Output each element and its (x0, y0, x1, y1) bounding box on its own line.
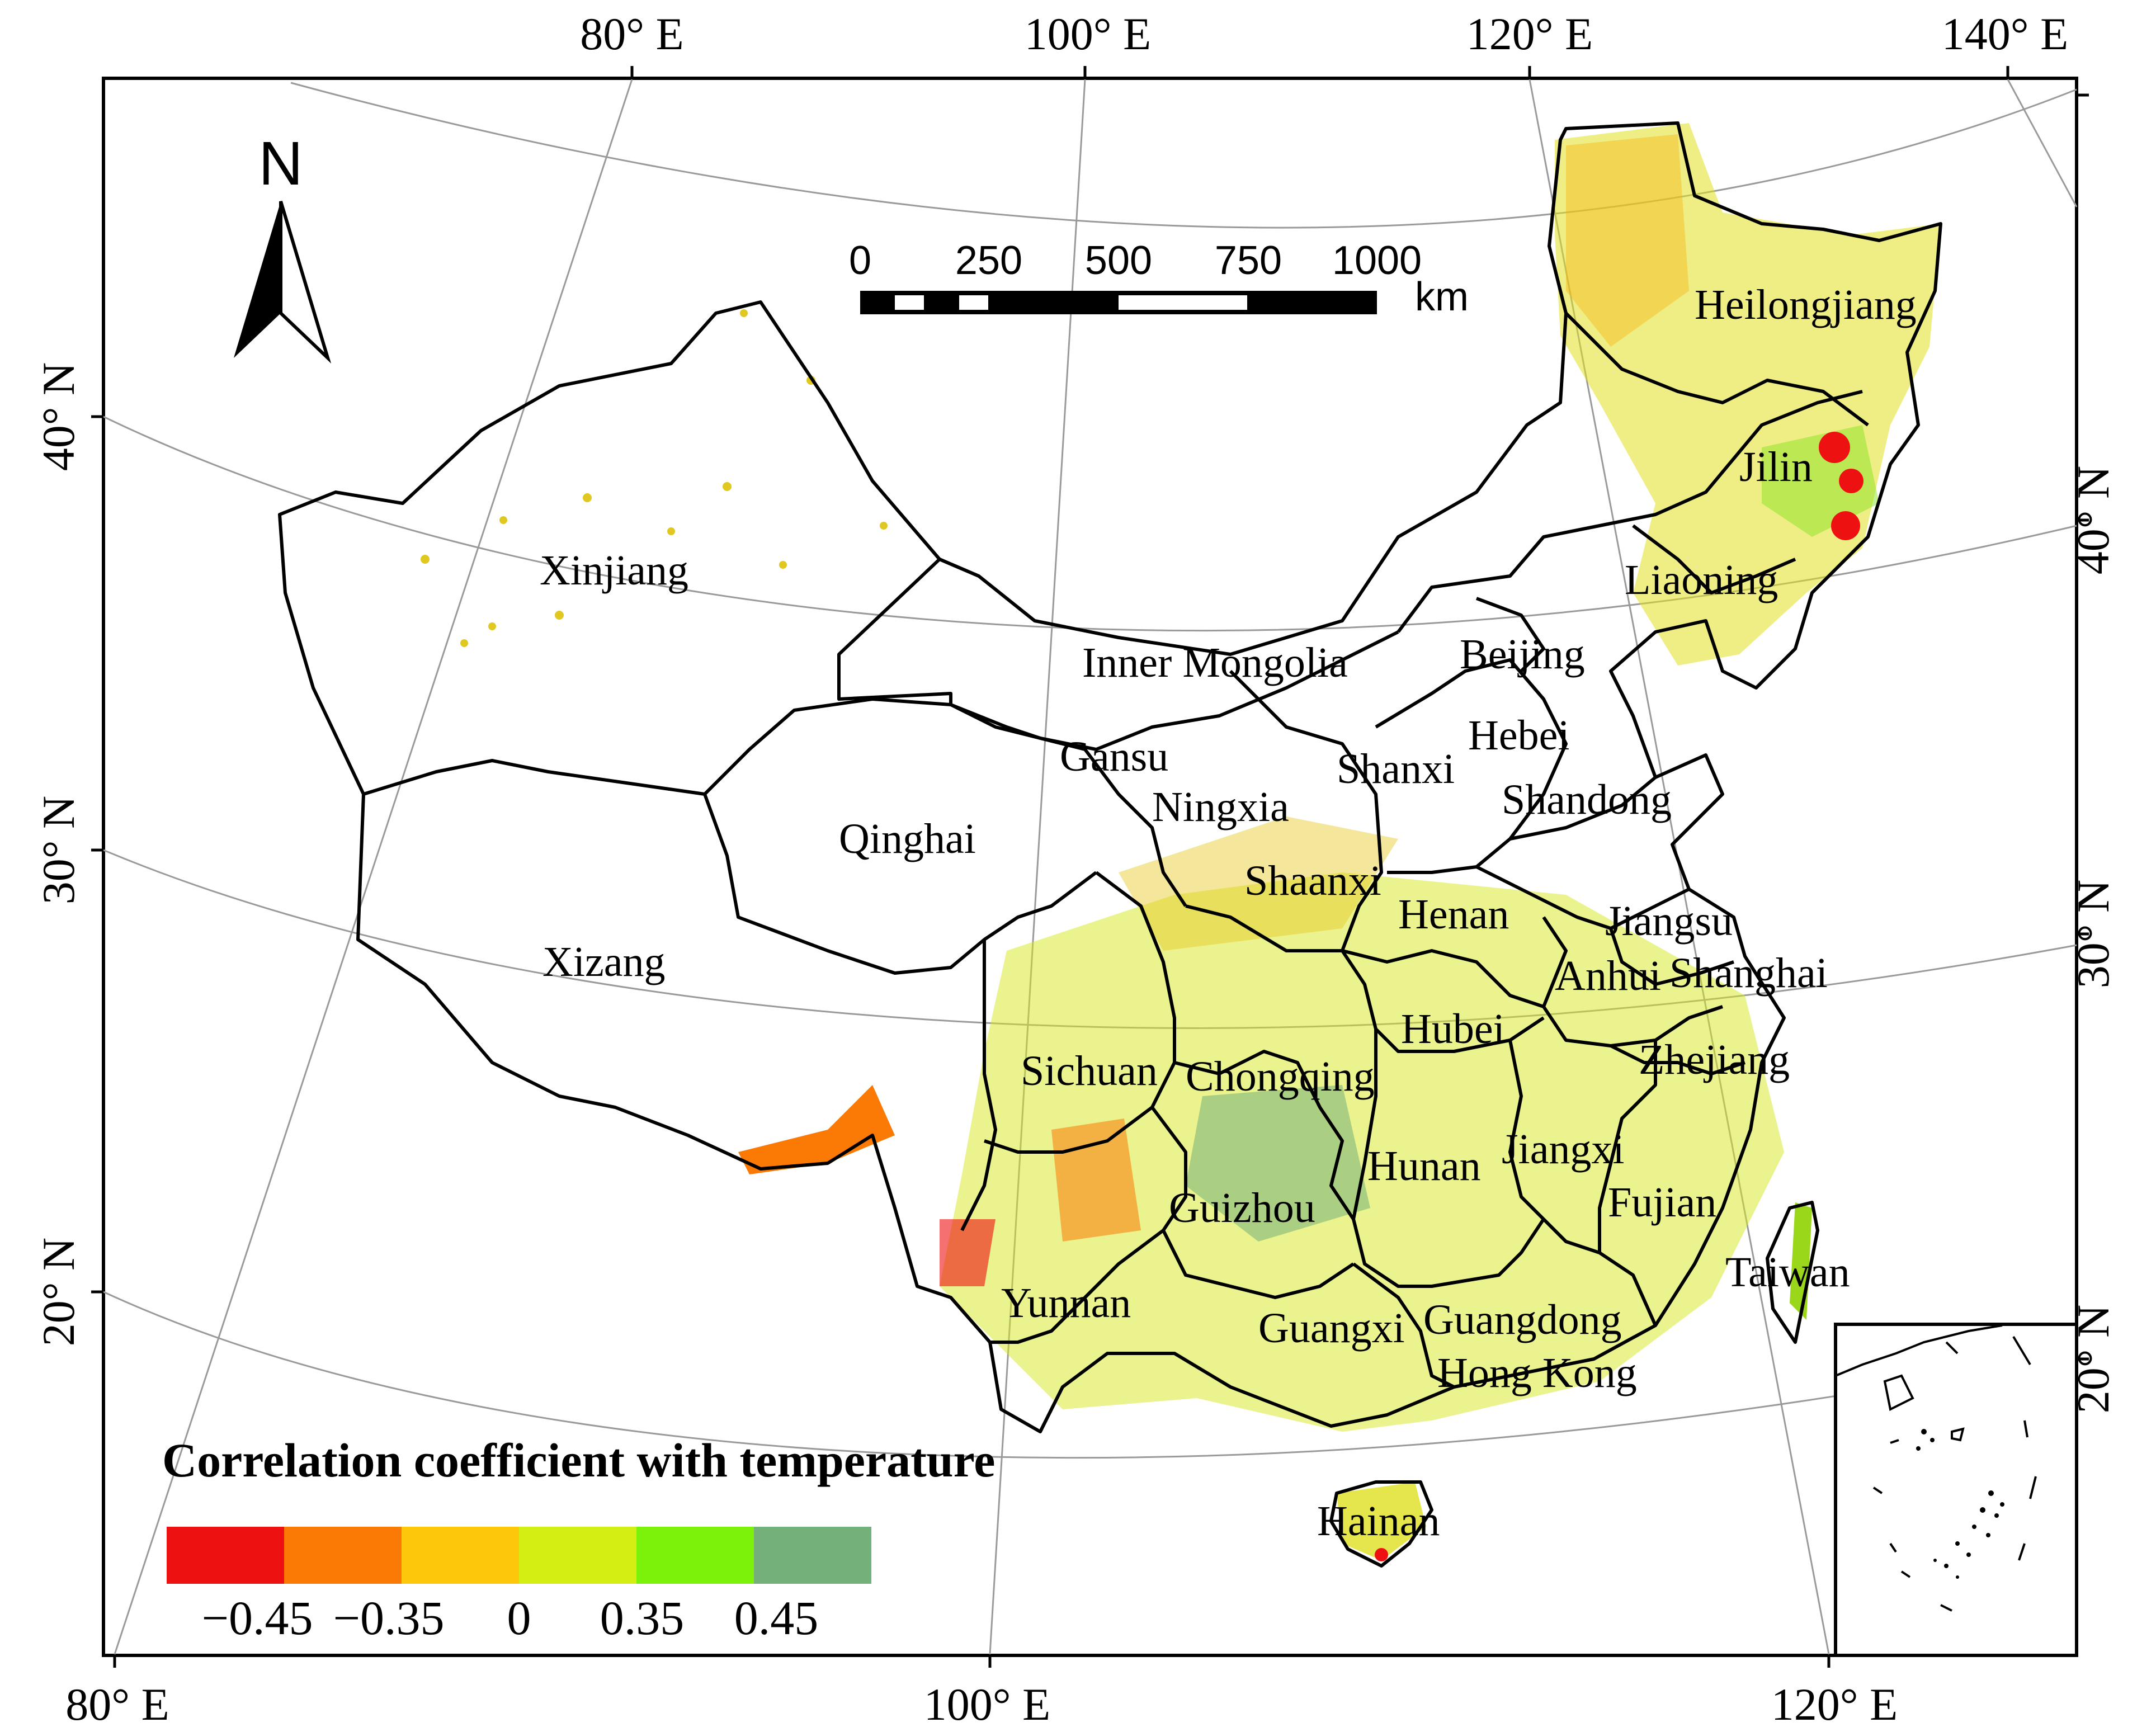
province-label-jilin: Jilin (1739, 443, 1813, 490)
legend-swatch-4 (519, 1527, 636, 1584)
province-label-xizang: Xizang (542, 938, 665, 985)
legend-tick-neg035: −0.35 (333, 1591, 444, 1645)
legend-tick-045: 0.45 (734, 1591, 819, 1645)
province-boundaries (278, 121, 1942, 1568)
legend: Correlation coefficient with temperature… (162, 1433, 995, 1645)
north-arrow-icon: N (234, 129, 332, 364)
lat-label-left-40: 40° N (33, 362, 84, 471)
province-label-qinghai: Qinghai (839, 815, 976, 862)
province-label-yunnan: Yunnan (1001, 1280, 1131, 1327)
lon-label-top-120: 120° E (1466, 8, 1593, 59)
legend-color-ramp (167, 1527, 871, 1584)
province-label-anhui: Anhui (1555, 952, 1661, 999)
province-label-hebei: Hebei (1468, 712, 1569, 759)
province-label-heilongjiang: Heilongjiang (1695, 281, 1917, 328)
longitude-labels-top: 80° E 100° E 120° E 140° E (580, 8, 2068, 59)
map-frame-border (102, 77, 2078, 1657)
province-label-hainan: Hainan (1317, 1498, 1440, 1545)
north-arrow-label: N (258, 129, 303, 198)
province-label-hubei: Hubei (1401, 1006, 1505, 1053)
frame-ticks (91, 66, 2089, 1668)
lon-label-top-80: 80° E (580, 8, 683, 59)
lon-label-bottom-80: 80° E (65, 1679, 169, 1730)
province-label-shandong: Shandong (1502, 776, 1672, 823)
scale-unit: km (1415, 275, 1469, 319)
lat-label-left-30: 30° N (33, 796, 84, 905)
province-label-guizhou: Guizhou (1169, 1184, 1315, 1231)
province-label-sichuan: Sichuan (1021, 1047, 1158, 1094)
legend-tick-neg045: −0.45 (201, 1591, 313, 1645)
longitude-labels-bottom: 80° E 100° E 120° E (65, 1679, 1898, 1730)
province-label-guangxi: Guangxi (1258, 1305, 1405, 1352)
province-label-gansu: Gansu (1060, 733, 1168, 780)
lon-label-bottom-100: 100° E (924, 1679, 1050, 1730)
province-label-henan: Henan (1398, 891, 1509, 938)
scale-tick-250: 250 (955, 238, 1022, 283)
lon-label-top-140: 140° E (1942, 8, 2068, 59)
province-label-shanghai: Shanghai (1669, 950, 1828, 997)
province-label-guangdong: Guangdong (1423, 1296, 1622, 1343)
lat-label-left-20: 20° N (33, 1238, 84, 1347)
legend-tick-035: 0.35 (600, 1591, 685, 1645)
province-label-ningxia: Ningxia (1152, 784, 1289, 830)
province-label-liaoning: Liaoning (1625, 556, 1778, 603)
province-label-zhejiang: Zhejiang (1639, 1036, 1790, 1083)
scale-bar: 0 250 500 750 1000 km (849, 238, 1469, 319)
legend-swatch-6 (754, 1527, 871, 1584)
province-label-chongqing: Chongqing (1186, 1053, 1375, 1100)
province-label-shanxi: Shanxi (1337, 745, 1455, 792)
south-china-sea-inset (1834, 1323, 2078, 1657)
province-label-xinjiang: Xinjiang (540, 547, 688, 594)
scale-tick-750: 750 (1215, 238, 1282, 283)
province-label-hong-kong: Hong Kong (1437, 1349, 1637, 1396)
legend-swatch-1 (167, 1527, 284, 1584)
lat-label-right-40: 40° N (2068, 466, 2119, 575)
lat-label-right-30: 30° N (2068, 880, 2119, 989)
latitude-labels-left: 40° N 30° N 20° N (33, 362, 84, 1347)
scale-tick-1000: 1000 (1332, 238, 1422, 283)
legend-swatch-5 (636, 1527, 754, 1584)
legend-swatch-2 (284, 1527, 402, 1584)
lon-label-bottom-120: 120° E (1771, 1679, 1898, 1730)
province-labels: Heilongjiang Jilin Liaoning Xinjiang Inn… (540, 281, 1917, 1545)
scale-tick-500: 500 (1085, 238, 1152, 283)
legend-tick-0: 0 (507, 1591, 531, 1645)
province-label-taiwan: Taiwan (1725, 1249, 1850, 1296)
data-raster (421, 123, 1941, 1561)
province-label-shaanxi: Shaanxi (1244, 857, 1381, 904)
province-label-jiangxi: Jiangxi (1502, 1126, 1625, 1173)
scale-tick-0: 0 (849, 238, 871, 283)
province-label-fujian: Fujian (1608, 1179, 1716, 1226)
lon-label-top-100: 100° E (1025, 8, 1151, 59)
legend-swatch-3 (402, 1527, 519, 1584)
legend-title: Correlation coefficient with temperature (162, 1433, 995, 1487)
province-label-inner-mongolia: Inner Mongolia (1082, 639, 1348, 686)
province-label-jiangsu: Jiangsu (1605, 898, 1733, 945)
province-label-beijing: Beijing (1460, 631, 1585, 678)
province-label-hunan: Hunan (1367, 1143, 1481, 1190)
